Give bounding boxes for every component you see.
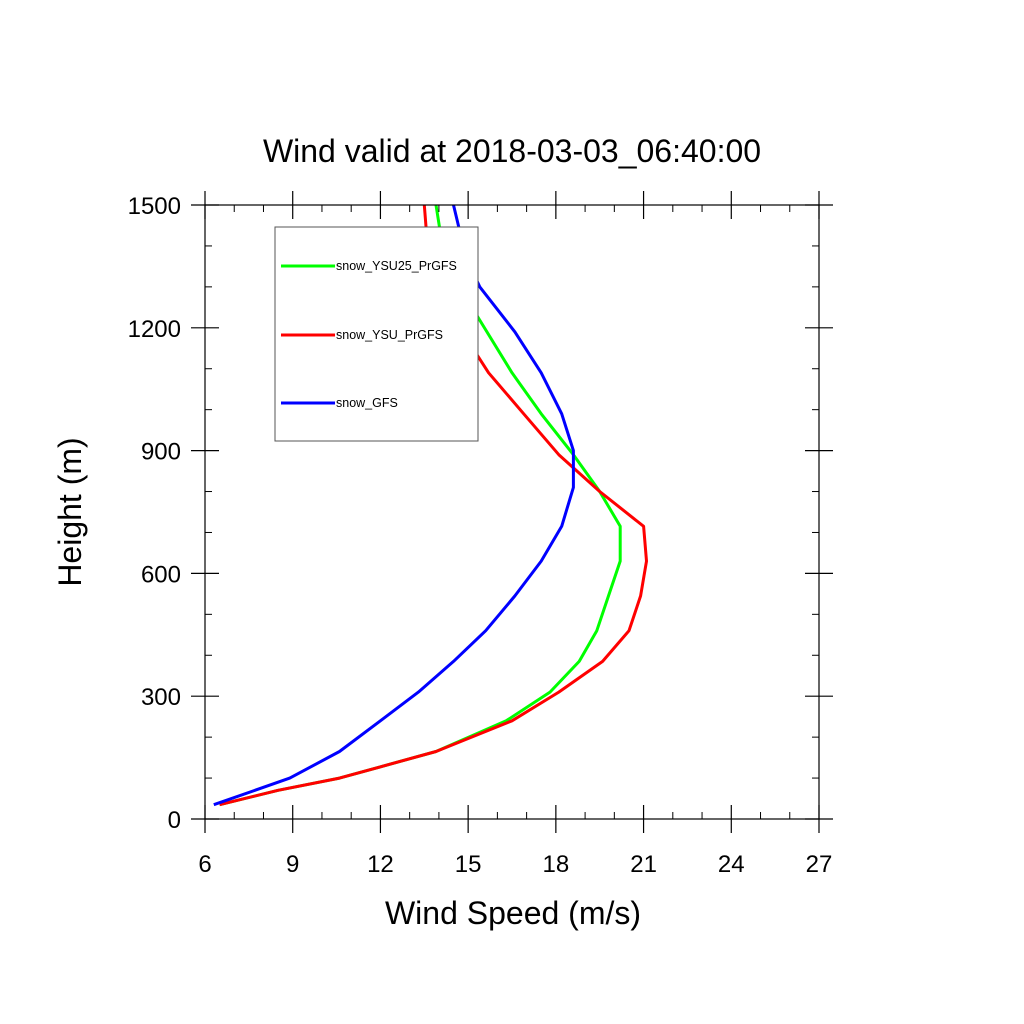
chart-title: Wind valid at 2018-03-03_06:40:00 bbox=[263, 133, 761, 169]
x-tick-label: 24 bbox=[718, 851, 745, 878]
legend-label-1: snow_YSU25_PrGFS bbox=[336, 259, 457, 273]
y-tick-label: 900 bbox=[141, 439, 181, 466]
x-tick-label: 21 bbox=[630, 851, 657, 878]
legend: snow_YSU25_PrGFS snow_YSU_PrGFS snow_GFS bbox=[274, 226, 479, 442]
y-tick-label: 1500 bbox=[128, 193, 181, 220]
plot-frame bbox=[204, 204, 820, 820]
legend-label-3: snow_GFS bbox=[336, 396, 398, 410]
x-axis-label: Wind Speed (m/s) bbox=[385, 895, 641, 931]
y-tick-label: 600 bbox=[141, 561, 181, 588]
x-tick-label: 6 bbox=[198, 851, 211, 878]
series-line-3 bbox=[213, 204, 575, 807]
y-tick-label: 0 bbox=[168, 807, 181, 834]
axes-layer: 6 9 12 15 18 21 24 27 0 300 600 900 1200 1500 bbox=[128, 191, 833, 878]
x-tick-label: 18 bbox=[543, 851, 570, 878]
x-tick-label: 27 bbox=[806, 851, 833, 878]
legend-label-2: snow_YSU_PrGFS bbox=[336, 328, 443, 342]
x-tick-label: 9 bbox=[286, 851, 299, 878]
x-tick-label: 15 bbox=[455, 851, 482, 878]
y-tick-label: 300 bbox=[141, 684, 181, 711]
y-axis-label: Height (m) bbox=[52, 437, 88, 586]
y-tick-label: 1200 bbox=[128, 316, 181, 343]
x-tick-label: 12 bbox=[367, 851, 394, 878]
